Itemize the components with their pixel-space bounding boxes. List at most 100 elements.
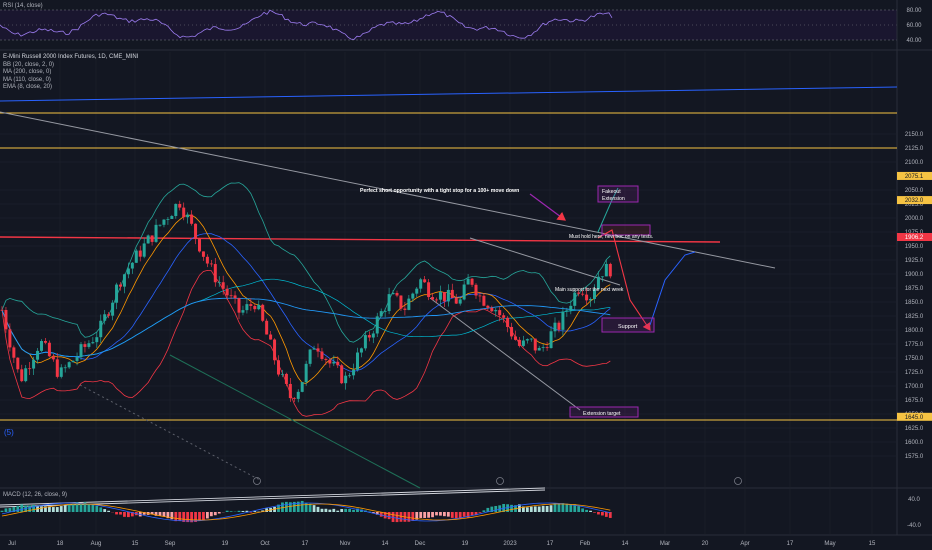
macd-bar [87, 504, 91, 512]
time-axis[interactable]: Jul 18 Aug 15 Sep 19 Oct 17 Nov 14 Dec 19 2023 17 Feb 1… [8, 541, 876, 547]
price-badge [897, 412, 932, 421]
candle-body [300, 382, 304, 392]
macd-bar [399, 512, 403, 522]
macd-bar [103, 509, 107, 512]
candle-body [288, 383, 292, 399]
macd-trendline [0, 487, 546, 506]
macd-bar [229, 511, 233, 512]
candle-body [63, 367, 67, 369]
fakeout-label-line2: Extension [602, 196, 625, 202]
macd-bar [525, 507, 529, 512]
macd-signal-line [1, 503, 611, 521]
macd-bar [75, 502, 79, 512]
macd-bar [91, 504, 95, 512]
candle-body [51, 356, 55, 360]
time-tick: Aug [91, 541, 102, 547]
candle-body [67, 362, 71, 368]
candle-body [371, 333, 375, 338]
indicator-ema8[interactable]: EMA (8, close, 20) [3, 84, 53, 90]
macd-bar [292, 501, 296, 512]
macd-bar [549, 505, 553, 512]
macd-bar [387, 512, 391, 520]
macd-bar [300, 500, 304, 512]
macd-bar [439, 512, 442, 516]
macd-bar [51, 507, 55, 512]
candle-body [569, 305, 573, 311]
candle-body [178, 203, 182, 208]
candle-body [565, 310, 569, 312]
macd-bar [431, 512, 434, 518]
projected-green-path [597, 187, 619, 233]
macd-bar [265, 508, 269, 512]
macd-bar [237, 510, 241, 512]
macd-bar [130, 512, 134, 517]
candle-body [24, 368, 28, 382]
candle-body [304, 363, 308, 383]
candle-body [589, 298, 593, 301]
annotation-boxes[interactable] [569, 185, 655, 418]
macd-bar [40, 506, 43, 512]
candle-body [549, 331, 553, 349]
candle-body [466, 278, 470, 285]
candle-body [529, 338, 533, 340]
macd-bar [529, 506, 533, 512]
candle-body [359, 348, 363, 353]
candle-body [221, 282, 225, 289]
candle-body [55, 359, 59, 377]
indicator-ma200[interactable]: MA (200, close, 0) [3, 69, 52, 75]
macd-bar [150, 512, 154, 515]
macd-bar [123, 512, 126, 517]
candle-body [557, 322, 561, 330]
macd-bar [545, 505, 549, 512]
candle-body [292, 398, 296, 399]
macd-bar [577, 506, 581, 512]
short-arrow [529, 193, 566, 221]
macd-bar [411, 512, 415, 521]
indicator-ma110[interactable]: MA (110, close, 0) [3, 76, 51, 83]
macd-bar [67, 504, 71, 512]
event-markers[interactable] [253, 477, 742, 485]
macd-bar [198, 512, 201, 521]
candle-body [99, 320, 103, 338]
macd-bar [127, 512, 130, 518]
candle-body [316, 348, 320, 352]
macd-bar [209, 512, 213, 517]
indicator-bb[interactable]: BB (20, close, 2, 0) [3, 61, 55, 68]
candle-body [324, 358, 328, 360]
macd-bar [202, 512, 205, 520]
candle-body [201, 251, 205, 257]
candle-body [494, 310, 498, 312]
candle-body [470, 278, 474, 285]
candle-body [162, 219, 166, 225]
macd-label: MACD (12, 26, close, 9) [3, 492, 68, 498]
macd-bar [474, 512, 478, 516]
macd-bar [344, 508, 348, 512]
macd-bar [308, 503, 312, 512]
macd-bar [142, 512, 146, 515]
candle-body [462, 284, 466, 300]
candle-body [32, 359, 36, 369]
candle-body [284, 373, 288, 384]
rsi-axis: 80.00 60.00 40.00 [906, 8, 922, 44]
time-tick: 15 [132, 541, 139, 547]
candle-body [273, 339, 277, 361]
macd-bar [466, 512, 470, 518]
candle-body [277, 360, 280, 375]
price-axis[interactable]: 2150.02125.02100.02050.02025.02000.01975… [905, 132, 924, 460]
candle-body [142, 243, 146, 257]
projection-path [529, 187, 696, 331]
macd-bar [249, 512, 253, 513]
candle-body [12, 347, 16, 358]
price-tick: 1925.0 [905, 258, 924, 264]
candle-body [537, 347, 541, 351]
price-tick: 1775.0 [905, 342, 924, 348]
candle-body [217, 282, 221, 284]
macd-bar [20, 504, 24, 512]
candle-body [59, 367, 63, 377]
candle-body [510, 326, 514, 337]
candle-body [521, 340, 525, 346]
macd-tick: 40.0 [908, 497, 920, 503]
macd-bar [312, 505, 316, 512]
fakeout-box [597, 185, 639, 203]
